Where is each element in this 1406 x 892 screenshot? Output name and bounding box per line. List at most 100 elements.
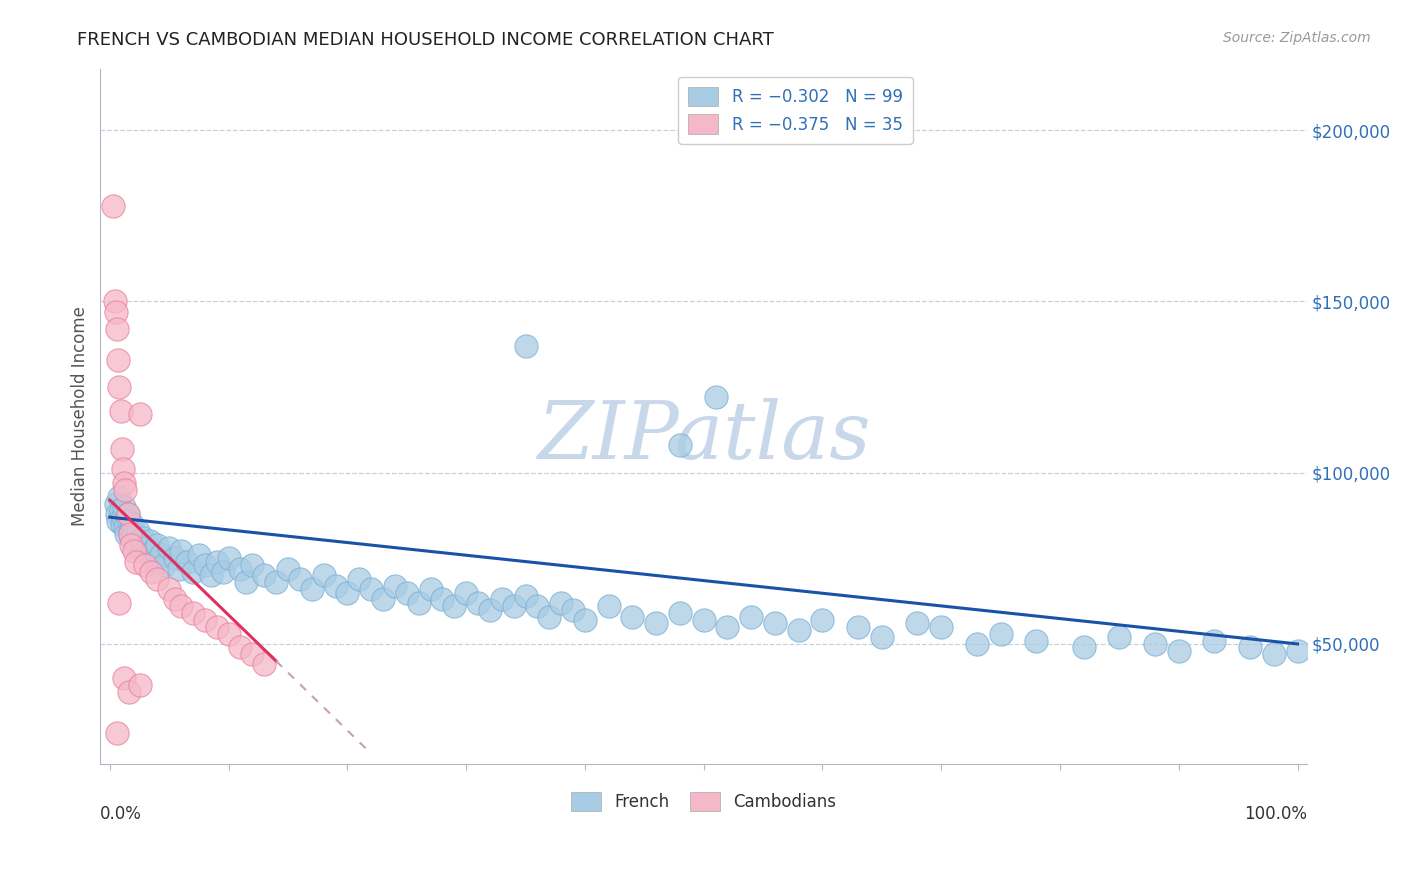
Point bbox=[253, 657, 276, 672]
Point bbox=[1143, 637, 1166, 651]
Point bbox=[277, 561, 299, 575]
Point bbox=[120, 531, 142, 545]
Point bbox=[139, 534, 162, 549]
Point bbox=[112, 475, 135, 490]
Point bbox=[110, 404, 132, 418]
Text: FRENCH VS CAMBODIAN MEDIAN HOUSEHOLD INCOME CORRELATION CHART: FRENCH VS CAMBODIAN MEDIAN HOUSEHOLD INC… bbox=[77, 31, 775, 49]
Point bbox=[1073, 640, 1095, 655]
Point bbox=[1025, 633, 1047, 648]
Point bbox=[218, 551, 240, 566]
Point bbox=[515, 589, 537, 603]
Point bbox=[395, 585, 418, 599]
Point bbox=[1239, 640, 1261, 655]
Point bbox=[740, 609, 762, 624]
Point bbox=[108, 490, 131, 504]
Point bbox=[312, 568, 335, 582]
Point bbox=[107, 352, 129, 367]
Point bbox=[107, 514, 129, 528]
Point bbox=[432, 592, 454, 607]
Point bbox=[645, 616, 668, 631]
Text: ZIPatlas: ZIPatlas bbox=[537, 398, 870, 475]
Point bbox=[104, 496, 127, 510]
Point bbox=[146, 538, 169, 552]
Point bbox=[229, 561, 252, 575]
Point bbox=[132, 531, 155, 545]
Point bbox=[1263, 647, 1285, 661]
Point bbox=[104, 304, 127, 318]
Point bbox=[115, 527, 138, 541]
Point bbox=[105, 322, 128, 336]
Point bbox=[669, 438, 692, 452]
Point bbox=[111, 517, 134, 532]
Point bbox=[127, 524, 149, 538]
Point bbox=[929, 620, 952, 634]
Text: Source: ZipAtlas.com: Source: ZipAtlas.com bbox=[1223, 31, 1371, 45]
Point bbox=[870, 630, 893, 644]
Point bbox=[562, 603, 585, 617]
Point bbox=[176, 555, 198, 569]
Point bbox=[550, 596, 572, 610]
Point bbox=[108, 380, 131, 394]
Point bbox=[704, 390, 727, 404]
Point bbox=[360, 582, 382, 596]
Point bbox=[301, 582, 323, 596]
Point bbox=[125, 555, 148, 569]
Point bbox=[502, 599, 524, 614]
Point bbox=[456, 585, 478, 599]
Point bbox=[211, 565, 233, 579]
Point bbox=[491, 592, 513, 607]
Point bbox=[288, 572, 311, 586]
Point bbox=[134, 558, 156, 573]
Point bbox=[218, 626, 240, 640]
Point bbox=[110, 503, 132, 517]
Point bbox=[122, 544, 145, 558]
Point bbox=[811, 613, 834, 627]
Point bbox=[170, 544, 193, 558]
Point bbox=[114, 483, 136, 497]
Point bbox=[467, 596, 489, 610]
Point bbox=[108, 596, 131, 610]
Point bbox=[966, 637, 988, 651]
Point bbox=[200, 568, 222, 582]
Point bbox=[384, 579, 406, 593]
Point bbox=[114, 520, 136, 534]
Point bbox=[111, 442, 134, 456]
Point bbox=[419, 582, 441, 596]
Point bbox=[240, 647, 263, 661]
Point bbox=[325, 579, 347, 593]
Point bbox=[621, 609, 644, 624]
Point bbox=[907, 616, 929, 631]
Point bbox=[112, 500, 135, 514]
Point bbox=[131, 544, 153, 558]
Point bbox=[118, 524, 141, 538]
Y-axis label: Median Household Income: Median Household Income bbox=[72, 306, 89, 526]
Point bbox=[146, 572, 169, 586]
Point bbox=[157, 541, 180, 555]
Point bbox=[157, 582, 180, 596]
Point bbox=[120, 538, 142, 552]
Point bbox=[181, 606, 204, 620]
Point bbox=[1108, 630, 1130, 644]
Point bbox=[118, 685, 141, 699]
Point bbox=[787, 624, 810, 638]
Point bbox=[990, 626, 1012, 640]
Point bbox=[134, 541, 156, 555]
Point bbox=[349, 572, 371, 586]
Point bbox=[846, 620, 869, 634]
Point bbox=[716, 620, 738, 634]
Point bbox=[142, 544, 165, 558]
Point bbox=[478, 603, 501, 617]
Point bbox=[598, 599, 620, 614]
Point bbox=[121, 517, 143, 532]
Point bbox=[240, 558, 263, 573]
Point bbox=[1167, 644, 1189, 658]
Point bbox=[103, 198, 125, 212]
Point bbox=[443, 599, 465, 614]
Point bbox=[170, 599, 193, 614]
Point bbox=[111, 510, 134, 524]
Point bbox=[336, 585, 359, 599]
Point bbox=[1286, 644, 1309, 658]
Point bbox=[763, 616, 786, 631]
Point bbox=[105, 726, 128, 740]
Point bbox=[235, 575, 257, 590]
